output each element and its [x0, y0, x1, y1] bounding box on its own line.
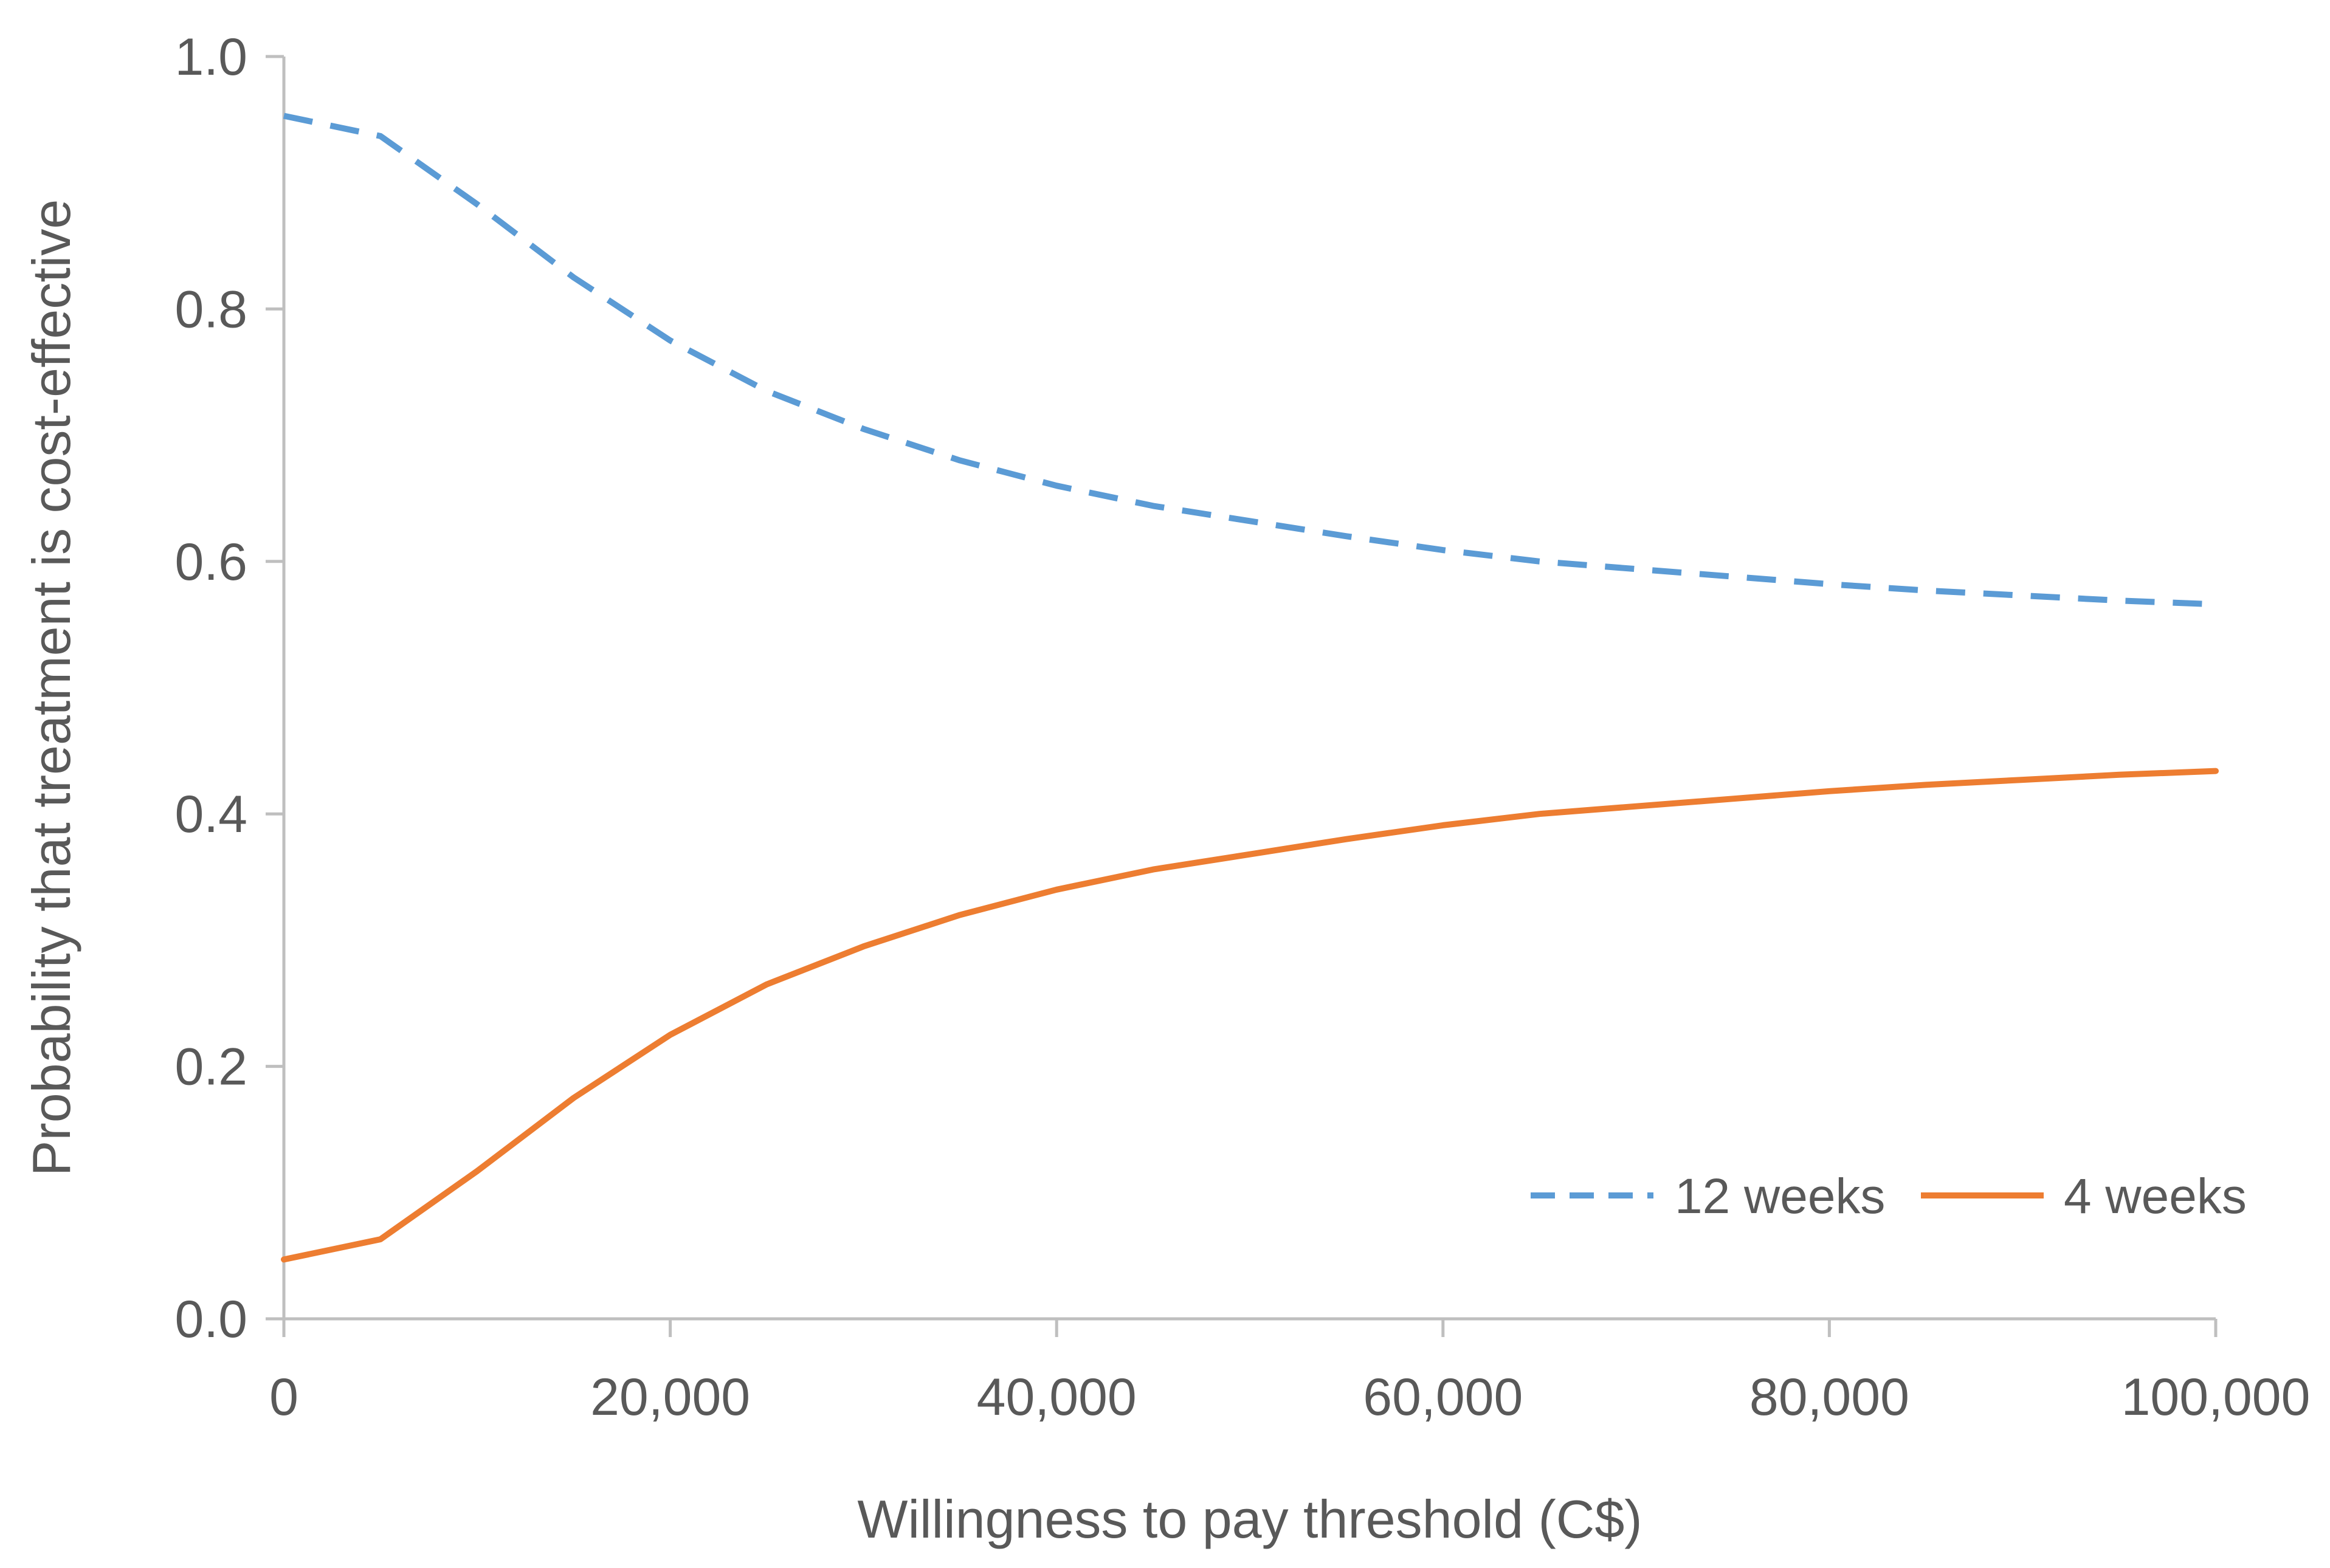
y-tick-label: 0.8 — [174, 280, 247, 339]
x-tick-label: 20,000 — [590, 1368, 750, 1426]
y-axis-title: Probability that treatment is cost-effec… — [21, 199, 81, 1177]
legend-label-1: 12 weeks — [1675, 1169, 1885, 1224]
series-lines — [281, 112, 2219, 1263]
x-tick-label: 80,000 — [1749, 1368, 1909, 1426]
legend: 12 weeks 4 weeks — [1531, 1169, 2247, 1224]
y-tick-label: 0.4 — [174, 785, 247, 844]
y-tick-label: 1.0 — [174, 28, 247, 86]
x-tick-label: 100,000 — [2121, 1368, 2311, 1426]
x-tick-label: 40,000 — [977, 1368, 1137, 1426]
y-tick-label: 0.0 — [174, 1290, 247, 1349]
x-tick-label: 60,000 — [1363, 1368, 1523, 1426]
axes — [266, 55, 2218, 1337]
series-line-2 — [281, 768, 2219, 1263]
legend-label-2: 4 weeks — [2064, 1169, 2247, 1224]
y-tick-label: 0.2 — [174, 1038, 247, 1096]
y-tick-label: 0.6 — [174, 533, 247, 591]
x-axis-title: Willingness to pay threshold (C$) — [857, 1489, 1642, 1549]
x-tick-label: 0 — [269, 1368, 298, 1426]
series-line-1 — [283, 112, 2216, 608]
tick-labels: 0.0 0.2 0.4 0.6 0.8 1.0 0 20,000 40,000 60,000 80,… — [174, 28, 2310, 1426]
